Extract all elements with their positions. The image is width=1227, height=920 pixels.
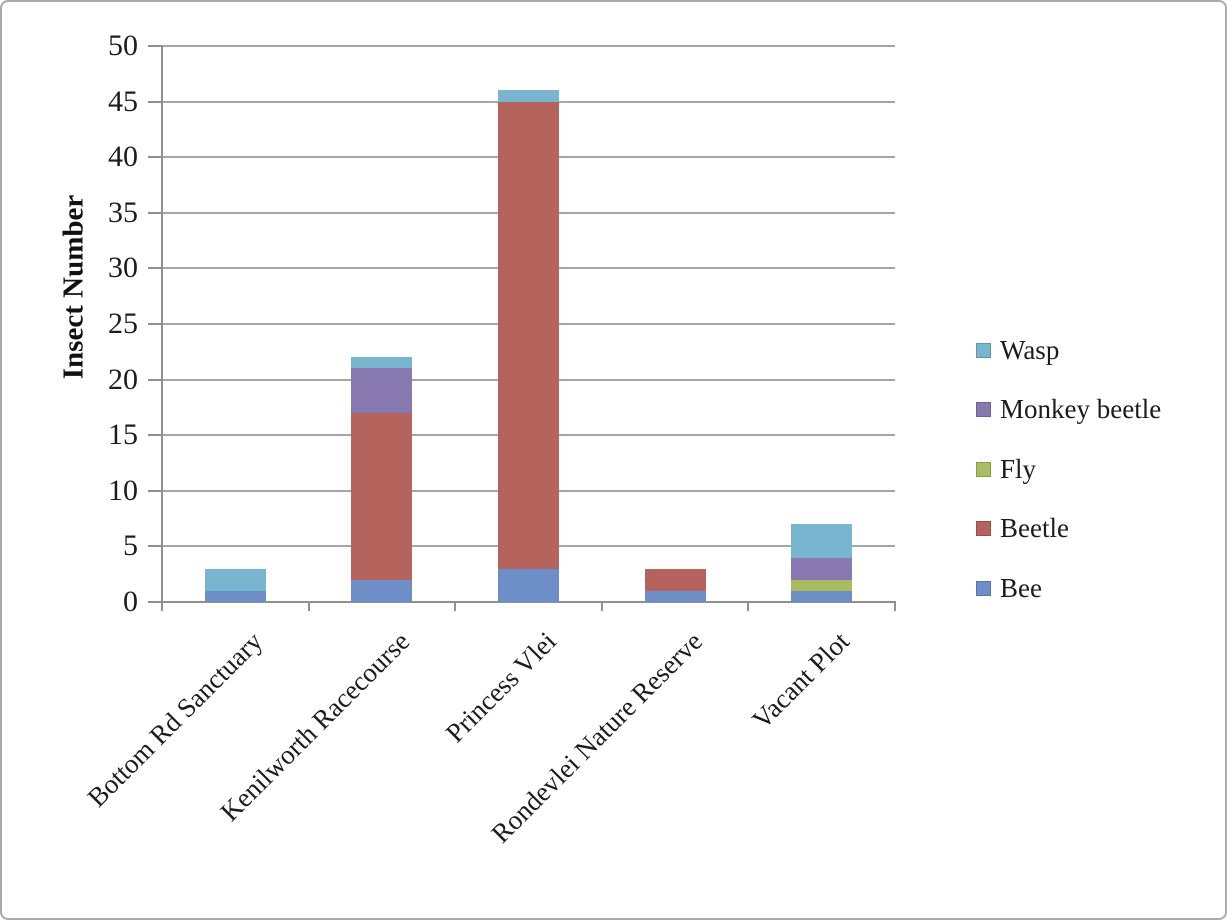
y-tick bbox=[148, 601, 162, 603]
bar-segment-beetle bbox=[498, 101, 559, 569]
bar-segment-fly bbox=[791, 579, 853, 591]
y-tick-label: 15 bbox=[108, 418, 138, 452]
legend-item-bee: Bee bbox=[976, 572, 1161, 604]
y-tick bbox=[148, 434, 162, 437]
bar-segment-wasp bbox=[498, 90, 559, 102]
legend-swatch-icon bbox=[976, 402, 991, 417]
y-tick bbox=[148, 378, 162, 381]
y-tick-label: 20 bbox=[108, 362, 138, 396]
x-tick bbox=[454, 602, 457, 611]
bar-segment-wasp bbox=[791, 524, 853, 558]
legend-label: Beetle bbox=[1000, 513, 1069, 543]
legend: Wasp Monkey beetle Fly Beetle Bee bbox=[976, 334, 1161, 632]
x-tick bbox=[161, 602, 163, 611]
x-category-label: Princess Vlei bbox=[439, 626, 562, 749]
y-tick bbox=[148, 45, 162, 47]
bar-segment-wasp bbox=[204, 568, 266, 591]
x-tick bbox=[600, 602, 603, 611]
x-tick bbox=[747, 602, 750, 611]
y-axis-line bbox=[161, 46, 163, 604]
y-tick-label: 30 bbox=[108, 251, 138, 285]
y-tick-label: 35 bbox=[108, 195, 138, 229]
y-tick bbox=[148, 156, 162, 159]
legend-item-beetle: Beetle bbox=[976, 513, 1161, 545]
legend-swatch-icon bbox=[976, 580, 991, 596]
bar-segment-wasp bbox=[351, 357, 413, 369]
x-category-label: Vacant Plot bbox=[746, 626, 855, 735]
legend-item-wasp: Wasp bbox=[976, 334, 1161, 366]
legend-item-fly: Fly bbox=[976, 453, 1161, 485]
legend-item-monkey-beetle: Monkey beetle bbox=[976, 394, 1161, 426]
y-tick-label: 0 bbox=[123, 585, 138, 618]
gridline-y50 bbox=[162, 45, 895, 47]
bar-segment-monkey-beetle bbox=[351, 368, 413, 413]
y-tick bbox=[148, 267, 162, 270]
bar-segment-bee bbox=[204, 590, 266, 602]
y-tick bbox=[148, 323, 162, 325]
bar-segment-beetle bbox=[644, 568, 706, 591]
legend-label: Wasp bbox=[1000, 334, 1060, 365]
y-tick-label: 5 bbox=[123, 529, 138, 563]
legend-swatch-icon bbox=[976, 521, 991, 536]
legend-swatch-icon bbox=[976, 461, 991, 477]
y-tick-label: 50 bbox=[108, 29, 138, 62]
legend-label: Monkey beetle bbox=[1000, 394, 1162, 424]
y-tick-label: 45 bbox=[108, 84, 138, 118]
x-tick bbox=[307, 602, 310, 611]
x-tick bbox=[894, 602, 896, 611]
bar-segment-bee bbox=[644, 590, 706, 602]
legend-label: Fly bbox=[1000, 453, 1037, 484]
legend-swatch-icon bbox=[976, 342, 991, 358]
x-axis-line bbox=[161, 601, 896, 603]
y-tick bbox=[148, 100, 162, 103]
bar-segment-bee bbox=[791, 590, 853, 602]
y-tick-label: 40 bbox=[108, 140, 138, 174]
bar-segment-beetle bbox=[351, 412, 413, 580]
y-tick bbox=[148, 211, 162, 214]
y-tick-label: 25 bbox=[108, 307, 138, 340]
y-tick-label: 10 bbox=[108, 473, 138, 507]
bar-segment-monkey-beetle bbox=[791, 557, 853, 580]
y-tick bbox=[148, 489, 162, 492]
y-tick bbox=[148, 545, 162, 548]
bar-segment-bee bbox=[498, 568, 559, 602]
bar-segment-bee bbox=[351, 579, 413, 602]
legend-label: Bee bbox=[1000, 572, 1042, 603]
